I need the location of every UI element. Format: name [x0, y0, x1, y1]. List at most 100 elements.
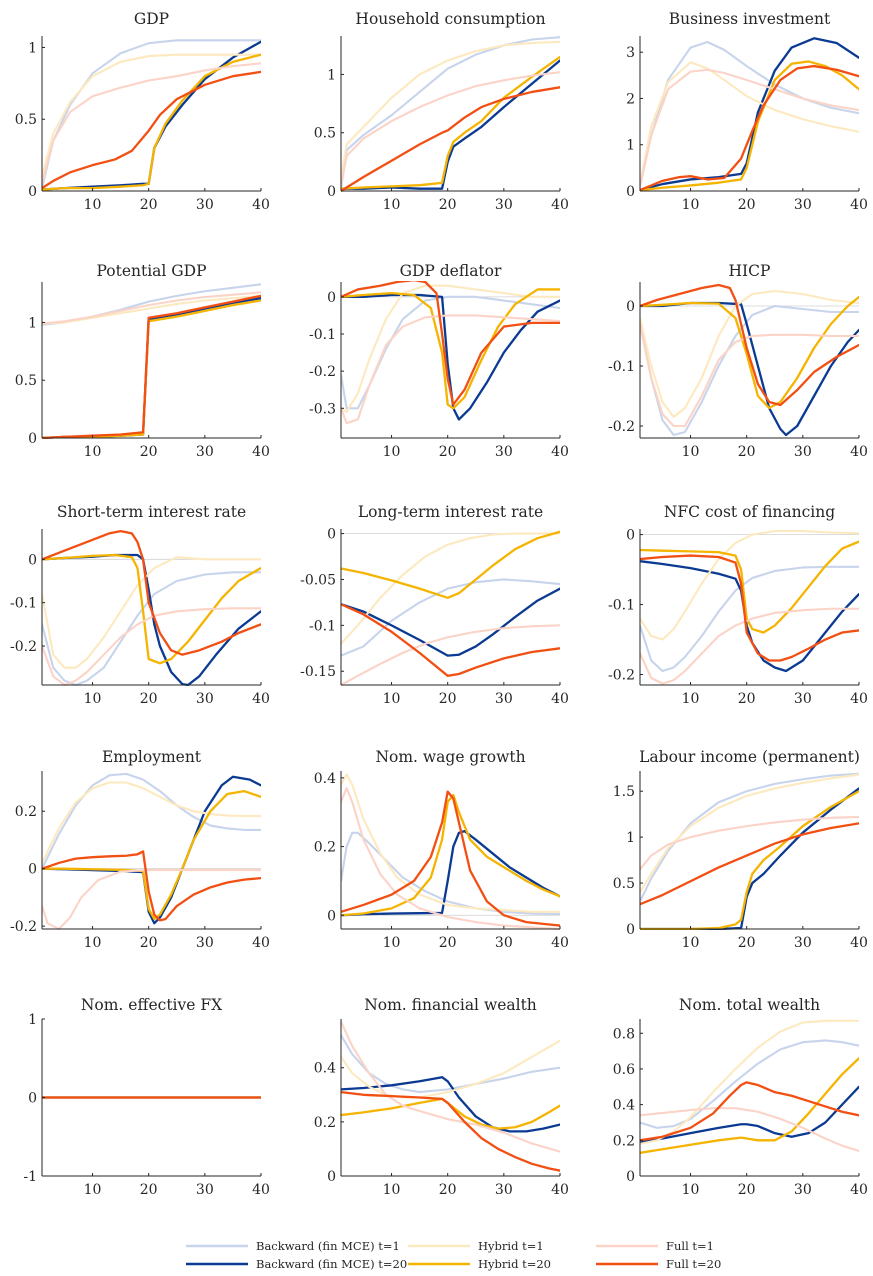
- panel-title: GDP: [134, 10, 169, 28]
- y-tick-label: 0.5: [613, 876, 635, 892]
- x-tick-label: 40: [850, 197, 868, 213]
- series-line-backward-fin-mce-t-1: [640, 40, 859, 188]
- series-line-full-t-1: [42, 62, 261, 185]
- panel-potential-gdp: Potential GDP 10 20 30 40 0 0.5 1: [15, 262, 270, 460]
- series-line-backward-fin-mce-t-1: [341, 831, 560, 916]
- panel-employment: Employment 10 20 30 40 -0.2 0 0.2: [10, 748, 270, 951]
- series-line-hybrid-t-1: [341, 773, 560, 913]
- series-line-full-t-20: [341, 281, 560, 406]
- y-tick-label: -0.3: [309, 401, 336, 417]
- y-tick-label: 0.5: [15, 112, 37, 128]
- y-tick-label: -0.2: [608, 668, 635, 684]
- y-tick-label: 1: [28, 315, 37, 331]
- y-tick-label: 0.2: [613, 1133, 635, 1149]
- panel-long-term-interest-rate: Long-term interest rate 10 20 30 40 -0.15 -0.1…: [300, 503, 569, 707]
- series-line-full-t-20: [42, 70, 261, 190]
- series-line-backward-fin-mce-t-1: [341, 295, 560, 410]
- series-line-hybrid-t-1: [42, 781, 261, 864]
- y-tick-label: 1.5: [613, 784, 635, 800]
- series-group: [341, 36, 560, 192]
- panel-title: Employment: [102, 748, 202, 766]
- panel-title: GDP deflator: [400, 262, 502, 280]
- y-tick-label: 0: [626, 1169, 635, 1185]
- series-line-hybrid-t-20: [640, 60, 859, 192]
- series-line-backward-fin-mce-t-1: [341, 36, 560, 190]
- x-tick-label: 30: [196, 1182, 214, 1198]
- series-group: [640, 1019, 859, 1154]
- x-tick-label: 10: [682, 444, 700, 460]
- series-line-full-t-20: [341, 790, 560, 927]
- panel-business-investment: Business investment 10 20 30 40 0 1 2 3: [626, 10, 868, 213]
- series-line-full-t-1: [640, 815, 859, 871]
- x-tick-label: 20: [439, 1182, 457, 1198]
- series-line-hybrid-t-1: [640, 530, 859, 641]
- series-line-hybrid-t-1: [640, 61, 859, 186]
- series-line-full-t-1: [640, 1107, 859, 1153]
- x-tick-label: 30: [495, 197, 513, 213]
- series-group: [42, 530, 261, 686]
- series-line-full-t-1: [341, 787, 560, 930]
- y-tick-label: 0: [626, 922, 635, 938]
- panel-title: Short-term interest rate: [57, 503, 246, 521]
- series-line-hybrid-t-20: [42, 53, 261, 191]
- x-tick-label: 30: [794, 197, 812, 213]
- legend-label: Hybrid t=1: [478, 1239, 544, 1253]
- x-tick-label: 40: [252, 444, 270, 460]
- x-tick-label: 20: [738, 691, 756, 707]
- y-tick-label: 0: [327, 908, 336, 924]
- y-tick-label: 0: [28, 184, 37, 200]
- series-line-full-t-1: [341, 1020, 560, 1153]
- series-line-full-t-1: [341, 314, 560, 425]
- x-tick-label: 20: [738, 1182, 756, 1198]
- legend-label: Full t=1: [666, 1239, 714, 1253]
- panel-household-consumption: Household consumption 10 20 30 40 0 0.5 1: [314, 10, 569, 213]
- series-line-backward-fin-mce-t-20: [640, 560, 859, 673]
- x-tick-label: 20: [140, 1182, 158, 1198]
- series-line-hybrid-t-20: [341, 55, 560, 190]
- series-group: [42, 39, 261, 191]
- x-tick-label: 20: [738, 935, 756, 951]
- y-tick-label: 0.4: [314, 771, 336, 787]
- series-line-hybrid-t-20: [341, 1097, 560, 1130]
- x-tick-label: 10: [383, 935, 401, 951]
- panel-title: Business investment: [669, 10, 831, 28]
- y-tick-label: -0.2: [608, 419, 635, 435]
- series-line-hybrid-t-20: [42, 553, 261, 665]
- y-tick-label: 0.5: [314, 126, 336, 142]
- series-line-full-t-20: [341, 1090, 560, 1172]
- x-tick-label: 40: [850, 691, 868, 707]
- series-line-hybrid-t-1: [640, 773, 859, 894]
- x-tick-label: 10: [84, 935, 102, 951]
- panel-nom-wage-growth: Nom. wage growth 10 20 30 40 0 0.2 0.4: [314, 748, 569, 951]
- series-line-backward-fin-mce-t-1: [42, 571, 261, 686]
- panel-hicp: HICP 10 20 30 40 -0.2 -0.1 0: [608, 262, 868, 460]
- series-line-backward-fin-mce-t-20: [42, 553, 261, 686]
- series-line-full-t-20: [640, 1081, 859, 1142]
- series-group: [42, 283, 261, 439]
- x-tick-label: 10: [84, 197, 102, 213]
- y-tick-label: 0.4: [613, 1098, 635, 1114]
- x-tick-label: 30: [794, 691, 812, 707]
- series-group: [640, 37, 859, 192]
- x-tick-label: 10: [383, 444, 401, 460]
- legend-label: Backward (fin MCE) t=20: [256, 1257, 407, 1271]
- series-line-hybrid-t-1: [341, 40, 560, 181]
- series-line-full-t-1: [341, 71, 560, 187]
- series-line-full-t-1: [42, 869, 261, 930]
- x-tick-label: 40: [551, 691, 569, 707]
- y-tick-label: -1: [23, 1169, 37, 1185]
- panel-title: Nom. effective FX: [81, 996, 222, 1014]
- x-tick-label: 20: [140, 935, 158, 951]
- x-tick-label: 20: [439, 197, 457, 213]
- series-line-full-t-1: [640, 68, 859, 188]
- x-tick-label: 30: [196, 691, 214, 707]
- series-group: [341, 530, 560, 686]
- x-tick-label: 20: [738, 197, 756, 213]
- y-tick-label: -0.1: [608, 598, 635, 614]
- series-line-hybrid-t-20: [640, 540, 859, 634]
- series-group: [640, 283, 859, 437]
- series-line-backward-fin-mce-t-1: [640, 565, 859, 673]
- series-line-backward-fin-mce-t-20: [341, 587, 560, 657]
- panel-title: Nom. total wealth: [679, 996, 820, 1014]
- y-tick-label: 0.2: [314, 840, 336, 856]
